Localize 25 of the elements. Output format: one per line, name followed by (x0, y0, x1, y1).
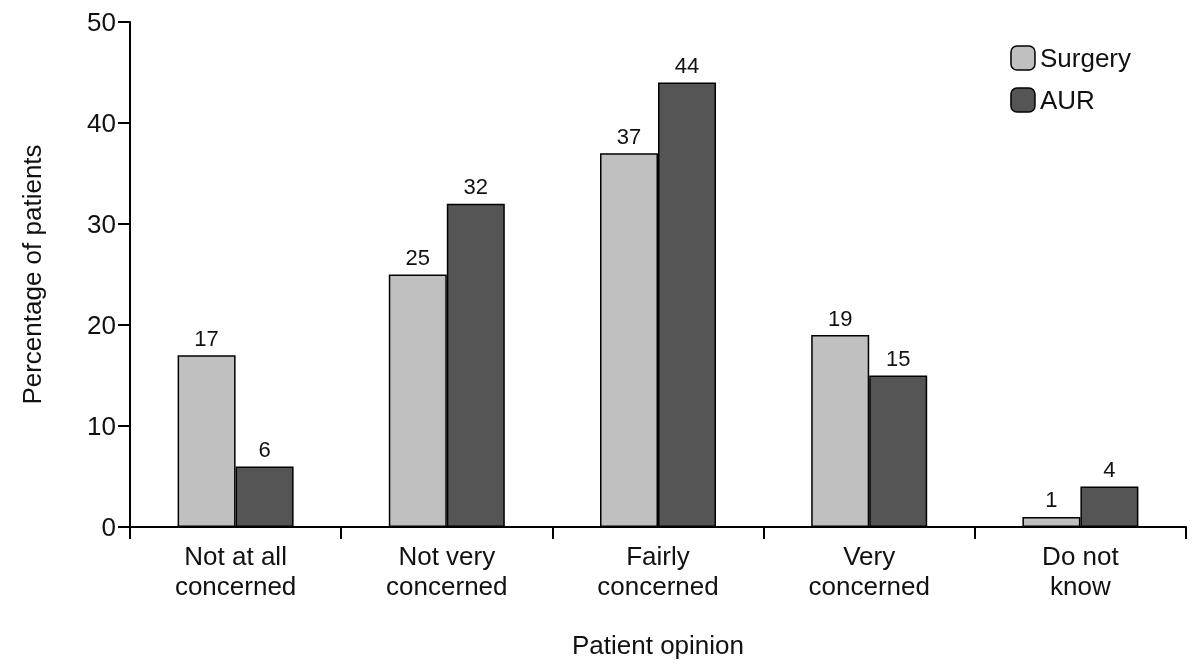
data-label: 4 (1103, 457, 1116, 483)
x-tick-label: Do not know (1042, 541, 1120, 601)
data-label: 17 (194, 325, 219, 351)
x-tick-label: Not at all concerned (174, 541, 297, 601)
data-label: 32 (463, 174, 489, 200)
y-tick-label: 10 (87, 411, 116, 441)
y-tick-label: 0 (101, 512, 116, 542)
data-label: 1 (1045, 487, 1058, 513)
y-axis-title: Percentage of patients (17, 144, 47, 405)
y-tick-label: 50 (87, 7, 116, 37)
y-tick-label: 30 (87, 209, 116, 239)
legend-label: AUR (1039, 85, 1095, 115)
x-tick-label: Very concerned (808, 541, 930, 601)
data-label: 15 (885, 346, 911, 371)
data-label: 37 (616, 123, 642, 149)
data-label: 44 (674, 53, 700, 79)
x-tick-label: Fairly concerned (597, 541, 719, 601)
y-tick-label: 20 (87, 310, 116, 340)
x-tick-label: Not very concerned (386, 541, 508, 601)
y-tick-label: 40 (87, 108, 116, 138)
legend-label: Surgery (1039, 43, 1132, 73)
data-label: 25 (405, 245, 431, 270)
x-axis-title: Patient opinion (571, 630, 745, 660)
data-label: 19 (827, 305, 853, 331)
data-label: 6 (258, 436, 271, 462)
